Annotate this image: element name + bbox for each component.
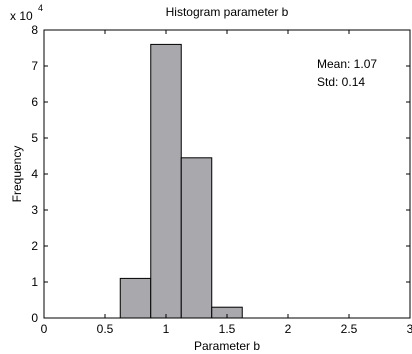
x-axis-title: Parameter b — [194, 339, 260, 353]
y-scale-label: x 10 — [10, 9, 33, 23]
y-scale-exponent: 4 — [38, 3, 43, 13]
y-tick-label: 0 — [31, 311, 38, 325]
y-axis-title: Frequency — [10, 146, 24, 203]
std-annotation: Std: 0.14 — [317, 75, 365, 89]
plot-frame — [44, 30, 410, 318]
x-tick-label: 2.5 — [341, 322, 358, 336]
y-tick-label: 4 — [31, 167, 38, 181]
x-tick-label: 1 — [163, 322, 170, 336]
y-tick-label: 2 — [31, 239, 38, 253]
bars-group — [120, 44, 242, 318]
x-tick-label: 3 — [407, 322, 412, 336]
y-tick-label: 1 — [31, 275, 38, 289]
y-tick-label: 7 — [31, 59, 38, 73]
histogram-bar-0 — [120, 278, 151, 318]
y-tick-label: 6 — [31, 95, 38, 109]
histogram-bar-2 — [181, 158, 212, 318]
y-tick-label: 5 — [31, 131, 38, 145]
x-tick-label: 1.5 — [219, 322, 236, 336]
histogram-bar-1 — [151, 44, 182, 318]
y-tick-label: 3 — [31, 203, 38, 217]
mean-annotation: Mean: 1.07 — [317, 57, 377, 71]
x-tick-label: 0.5 — [97, 322, 114, 336]
x-tick-label: 2 — [285, 322, 292, 336]
x-tick-label: 0 — [41, 322, 48, 336]
y-scale-factor: x 10 4 — [10, 3, 43, 23]
y-tick-label: 8 — [31, 23, 38, 37]
chart-title: Histogram parameter b — [166, 5, 289, 19]
